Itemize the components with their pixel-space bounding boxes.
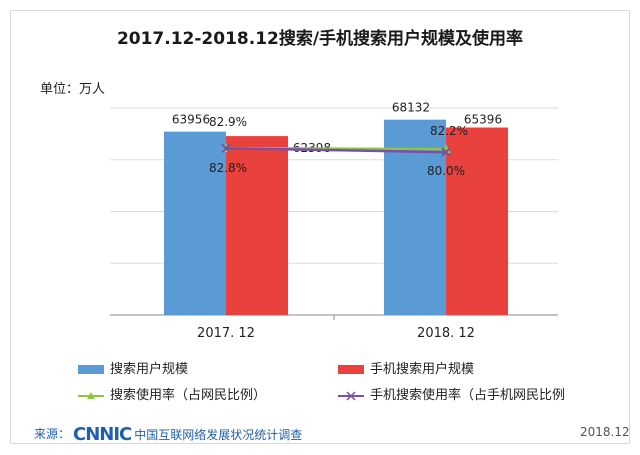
bar-mobile-search-users xyxy=(446,127,508,315)
point-mobile-search-rate xyxy=(221,143,231,153)
source-line: 来源： CNNIC 中国互联网络发展状况统计调查 xyxy=(34,424,302,445)
bar-value-label: 68132 xyxy=(392,101,430,115)
rate-value-label: 82.9% xyxy=(209,115,247,129)
bar-mobile-search-users xyxy=(226,136,288,315)
point-mobile-search-rate xyxy=(441,147,451,157)
unit-label: 单位：万人 xyxy=(40,82,106,97)
rate-value-label: 82.2% xyxy=(430,124,468,138)
line-mobile-search-rate xyxy=(225,147,447,154)
chart-title: 2017.12-2018.12搜索/手机搜索用户规模及使用率 xyxy=(116,29,524,49)
chart-frame xyxy=(10,10,630,444)
cnnic-logo: CNNIC xyxy=(73,424,132,445)
bar-value-label: 63956 xyxy=(172,113,210,127)
bar-search-users xyxy=(164,131,226,315)
rate-value-label: 80.0% xyxy=(427,164,465,178)
x-tick-label: 2017. 12 xyxy=(197,326,255,341)
source-year: 2018.12 xyxy=(580,425,630,439)
bar-value-label: 65396 xyxy=(464,113,502,127)
rate-value-label: 82.8% xyxy=(209,161,247,175)
source-prefix: 来源： xyxy=(34,427,71,441)
x-tick-label: 2018. 12 xyxy=(417,326,475,341)
source-org: 中国互联网络发展状况统计调查 xyxy=(134,428,303,442)
